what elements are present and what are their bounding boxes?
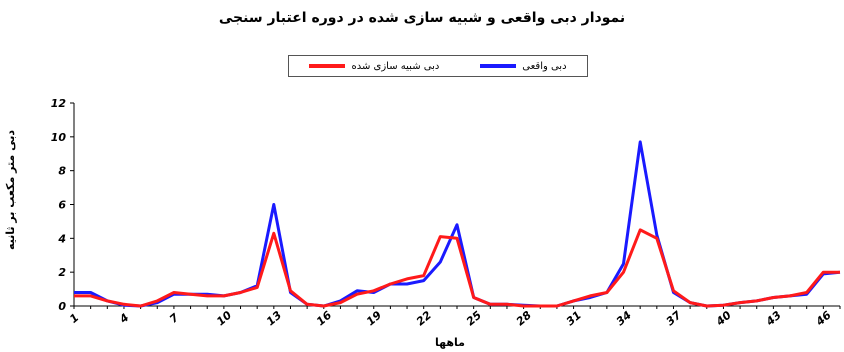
y-tick-label: 12 — [51, 97, 67, 110]
legend: دبی واقعی دبی شبیه سازی شده — [288, 55, 588, 77]
x-tick-label: 10 — [214, 308, 234, 328]
x-tick-label: 43 — [763, 308, 784, 329]
x-tick-label: 31 — [564, 308, 584, 328]
series-line-observed — [74, 140, 841, 308]
y-tick-label: 0 — [58, 300, 66, 313]
legend-item-simulated: دبی شبیه سازی شده — [309, 61, 439, 72]
x-axis-label: ماهها — [435, 336, 465, 349]
y-tick-label: 10 — [51, 131, 67, 144]
y-tick-label: 6 — [58, 199, 66, 212]
y-tick-label: 4 — [57, 232, 66, 245]
y-tick-label: 8 — [58, 165, 66, 178]
x-tick-label: 4 — [116, 311, 131, 327]
x-tick-label: 19 — [364, 308, 384, 328]
x-tick-label: 40 — [713, 308, 734, 329]
legend-label-simulated: دبی شبیه سازی شده — [351, 60, 440, 72]
x-tick-label: 22 — [414, 308, 434, 328]
series-line-simulated — [74, 228, 840, 308]
x-tick-label: 16 — [314, 308, 334, 328]
x-tick-label: 46 — [813, 308, 834, 329]
x-tick-label: 25 — [464, 308, 484, 328]
x-tick-label: 28 — [514, 308, 534, 328]
legend-swatch-simulated — [309, 64, 346, 68]
y-tick-label: 2 — [58, 266, 66, 279]
x-tick-label: 34 — [614, 308, 634, 328]
x-tick-label: 1 — [67, 311, 81, 326]
x-tick-label: 37 — [664, 308, 684, 328]
x-tick-label: 7 — [167, 311, 181, 326]
legend-item-observed: دبی واقعی — [480, 60, 567, 72]
legend-swatch-observed — [480, 64, 517, 68]
chart-title: نمودار دبی واقعی و شبیه سازی شده در دوره… — [218, 10, 626, 26]
x-tick-label: 13 — [264, 308, 284, 328]
legend-label-observed: دبی واقعی — [522, 60, 567, 72]
